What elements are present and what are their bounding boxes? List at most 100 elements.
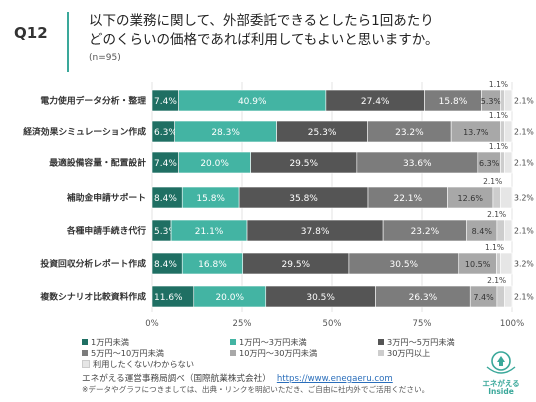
question-title: 以下の業務に関して、外部委託できるとしたら1回あたり どのくらいの価格であれば利… xyxy=(89,12,439,50)
question-title-line2: どのくらいの価格であれば利用してもよいと思いますか。 xyxy=(89,32,439,48)
legend-label: 1万円未満 xyxy=(91,337,129,347)
enegaeru-logo-icon xyxy=(486,351,516,374)
logo-text-bottom: Inside xyxy=(488,387,514,396)
data-label: 29.5% xyxy=(289,159,318,169)
data-label: 30.5% xyxy=(306,293,335,303)
data-label: 6.3% xyxy=(154,128,177,138)
data-label: 27.4% xyxy=(361,97,390,107)
data-label: 1.1% xyxy=(489,142,508,151)
legend-item: 利用したくない/わからない xyxy=(82,358,194,370)
data-label: 8.4% xyxy=(154,194,177,204)
category-label: 各種申請手続き代行 xyxy=(66,225,146,237)
data-label: 25.3% xyxy=(308,128,337,138)
legend-label: 10万円〜30万円未満 xyxy=(239,348,318,358)
usage-footnote: ※データやグラフにつきましては、出典・リンクを明記いただき、ご自由に社内外でご活… xyxy=(82,385,430,394)
data-label: 37.8% xyxy=(301,227,330,237)
legend-label: 利用したくない/わからない xyxy=(93,359,195,369)
data-label: 1.1% xyxy=(489,111,508,120)
legend-item: 5万円〜10万円未満 xyxy=(82,347,164,359)
legend-swatch xyxy=(82,339,88,345)
legend-label: 30万円以上 xyxy=(387,348,431,358)
bar-segment xyxy=(504,285,513,308)
data-label: 21.1% xyxy=(195,227,224,237)
legend-swatch xyxy=(230,350,236,356)
data-label: 2.1% xyxy=(514,227,534,236)
bar-segment xyxy=(496,219,505,242)
bar-segment xyxy=(504,120,513,143)
category-label: 複数シナリオ比較資料作成 xyxy=(39,291,146,303)
data-label: 29.5% xyxy=(282,260,311,270)
legend-swatch xyxy=(378,350,384,356)
sample-size-note: (n=95) xyxy=(89,53,121,63)
data-label: 7.4% xyxy=(154,97,177,107)
bar-segment xyxy=(504,219,513,242)
data-label: 26.3% xyxy=(409,293,438,303)
x-tick-label: 75% xyxy=(413,319,432,329)
data-label: 3.2% xyxy=(514,194,534,203)
question-number: Q12 xyxy=(14,24,48,42)
data-label: 2.1% xyxy=(487,210,506,219)
data-label: 2.1% xyxy=(514,159,534,168)
data-label: 30.5% xyxy=(390,260,419,270)
source-line: エネがえる運営事務局調べ（国際航業株式会社） https://www.enegae… xyxy=(82,372,393,384)
data-label: 2.1% xyxy=(514,128,534,137)
source-text: エネがえる運営事務局調べ（国際航業株式会社） xyxy=(82,374,271,384)
data-label: 35.8% xyxy=(289,194,318,204)
legend-swatch xyxy=(82,360,90,368)
logo-text: エネがえる Inside xyxy=(476,380,526,396)
bar-segment xyxy=(500,186,513,209)
data-label: 3.2% xyxy=(514,260,534,269)
question-divider xyxy=(67,12,69,72)
x-tick-label: 0% xyxy=(145,319,159,329)
data-label: 7.4% xyxy=(154,159,177,169)
data-label: 15.8% xyxy=(439,97,468,107)
data-label: 8.4% xyxy=(154,260,177,270)
legend-item: 10万円〜30万円未満 xyxy=(230,347,317,359)
category-label: 電力使用データ分析・整理 xyxy=(40,95,146,107)
source-link[interactable]: https://www.enegaeru.com xyxy=(276,374,393,384)
bar-segment xyxy=(504,89,513,112)
data-label: 10.5% xyxy=(465,260,491,269)
data-label: 23.2% xyxy=(395,128,424,138)
x-tick-label: 50% xyxy=(323,319,342,329)
data-label: 28.3% xyxy=(211,128,240,138)
data-label: 15.8% xyxy=(196,194,225,204)
data-label: 12.6% xyxy=(458,194,484,203)
data-label: 7.4% xyxy=(473,293,494,302)
legend-item: 3万円〜5万円未満 xyxy=(378,336,455,348)
legend-item: 1万円未満 xyxy=(82,336,129,348)
data-label: 16.8% xyxy=(198,260,227,270)
data-label: 5.3% xyxy=(481,97,502,106)
data-label: 20.0% xyxy=(200,159,229,169)
data-label: 23.2% xyxy=(411,227,440,237)
data-label: 2.1% xyxy=(514,97,534,106)
data-label: 40.9% xyxy=(238,97,267,107)
data-label: 22.1% xyxy=(393,194,422,204)
legend-label: 3万円〜5万円未満 xyxy=(387,337,455,347)
data-label: 11.6% xyxy=(154,293,183,303)
bar-segment xyxy=(500,151,505,174)
bar-segment xyxy=(496,285,505,308)
data-label: 6.3% xyxy=(479,159,500,168)
bar-segment xyxy=(496,252,501,275)
bar-segment xyxy=(500,120,505,143)
data-label: 8.4% xyxy=(472,227,493,236)
legend-swatch xyxy=(230,339,236,345)
data-label: 2.1% xyxy=(514,293,534,302)
bar-segment xyxy=(492,186,501,209)
data-label: 13.7% xyxy=(463,128,489,137)
data-label: 20.0% xyxy=(215,293,244,303)
legend-label: 1万円〜3万円未満 xyxy=(239,337,307,347)
bar-segment xyxy=(500,89,505,112)
logo-text-top: エネがえる xyxy=(482,379,520,388)
data-label: 33.6% xyxy=(403,159,432,169)
x-tick-label: 100% xyxy=(500,319,524,329)
legend-swatch xyxy=(82,350,88,356)
x-tick-label: 25% xyxy=(233,319,252,329)
bar-segment xyxy=(504,151,513,174)
legend-item: 30万円以上 xyxy=(378,347,430,359)
data-label: 1.1% xyxy=(489,80,508,89)
data-label: 2.1% xyxy=(483,177,502,186)
legend-label: 5万円〜10万円未満 xyxy=(91,348,164,358)
